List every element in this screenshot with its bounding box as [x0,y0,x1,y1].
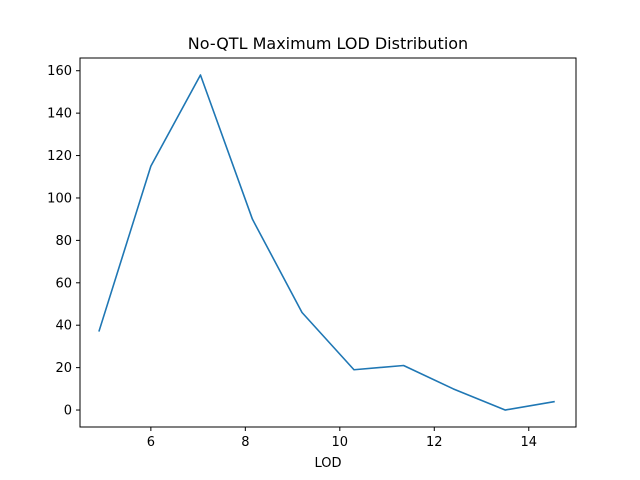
y-tick-label: 160 [47,64,72,79]
chart-title: No-QTL Maximum LOD Distribution [188,34,468,53]
x-axis-label: LOD [314,456,341,471]
y-tick-label: 80 [55,234,72,249]
y-tick-label: 60 [55,276,72,291]
x-tick-label: 6 [147,435,155,450]
y-tick-label: 140 [47,107,72,122]
y-tick-label: 120 [47,149,72,164]
y-tick-label: 40 [55,319,72,334]
series-line [98,74,555,411]
x-tick-label: 8 [241,435,249,450]
x-tick-label: 10 [332,435,349,450]
y-tick-label: 0 [64,404,72,419]
x-tick-label: 12 [426,435,443,450]
y-axis-ticks: 0 20 40 60 80 100 120 140 160 [47,64,80,419]
plot-area-frame [79,57,577,428]
y-tick-label: 100 [47,191,72,206]
x-tick-label: 14 [520,435,537,450]
series-layer [98,74,555,411]
x-axis-ticks: 6 8 10 12 14 [147,427,537,450]
y-tick-label: 20 [55,361,72,376]
